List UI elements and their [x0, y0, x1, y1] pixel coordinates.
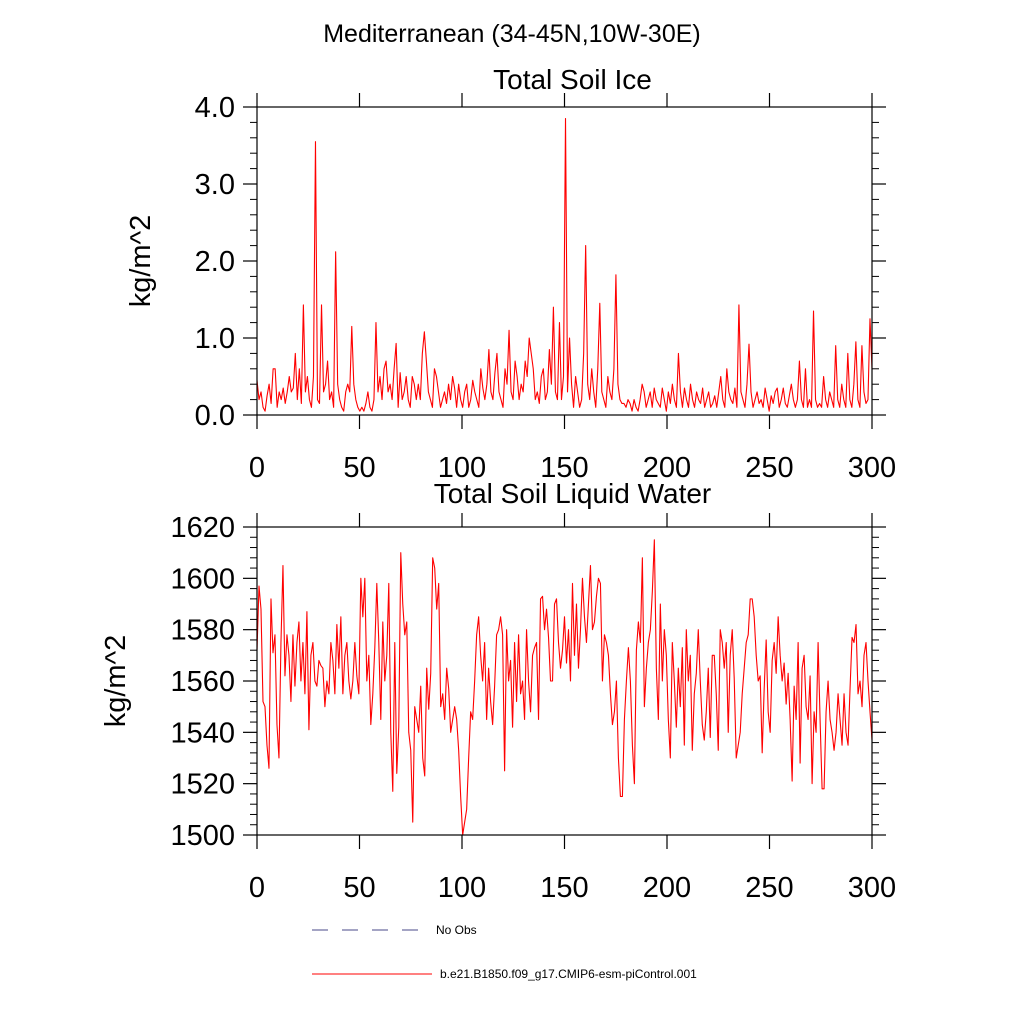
x-tick-label: 200 [643, 872, 691, 904]
x-tick-label: 150 [540, 872, 588, 904]
y-tick-label: 3.0 [195, 169, 235, 201]
y-tick-label: 1540 [170, 717, 235, 749]
x-tick-label: 100 [438, 872, 486, 904]
x-tick-label: 0 [249, 452, 265, 484]
series-line [256, 118, 873, 412]
x-tick-label: 300 [848, 452, 896, 484]
series-line [256, 539, 873, 836]
y-tick-label: 0.0 [195, 400, 235, 432]
panel-title: Total Soil Ice [493, 64, 652, 95]
y-tick-label: 4.0 [195, 92, 235, 124]
x-tick-label: 100 [438, 452, 486, 484]
x-tick-label: 200 [643, 452, 691, 484]
panel-total-soil-liquid-water: Total Soil Liquid Water 0 50 100 150 200 250 30… [100, 478, 896, 904]
figure-suptitle: Mediterranean (34-45N,10W-30E) [323, 20, 701, 48]
x-tick-label: 0 [249, 872, 265, 904]
y-tick-label: 1600 [170, 563, 235, 595]
x-tick-label: 50 [343, 452, 375, 484]
y-axis-label: kg/m^2 [125, 215, 157, 308]
panel-total-soil-ice: Total Soil Ice 0 50 100 150 200 250 300 0.0 1.0 2.… [125, 64, 896, 484]
y-tick-label: 1.0 [195, 323, 235, 355]
y-axis-label: kg/m^2 [100, 635, 132, 728]
y-tick-label: 1560 [170, 666, 235, 698]
x-tick-label: 50 [343, 872, 375, 904]
panel-title: Total Soil Liquid Water [434, 478, 712, 509]
x-tick-label: 250 [745, 872, 793, 904]
legend-model-label: b.e21.B1850.f09_g17.CMIP6-esm-piControl.… [440, 967, 697, 981]
legend: No Obs b.e21.B1850.f09_g17.CMIP6-esm-piC… [312, 923, 697, 981]
x-tick-label: 300 [848, 872, 896, 904]
y-tick-label: 1620 [170, 512, 235, 544]
y-tick-label: 1500 [170, 820, 235, 852]
y-tick-label: 1520 [170, 769, 235, 801]
x-tick-label: 250 [745, 452, 793, 484]
y-tick-label: 1580 [170, 615, 235, 647]
x-tick-label: 150 [540, 452, 588, 484]
y-tick-label: 2.0 [195, 246, 235, 278]
legend-obs-label: No Obs [436, 923, 477, 937]
